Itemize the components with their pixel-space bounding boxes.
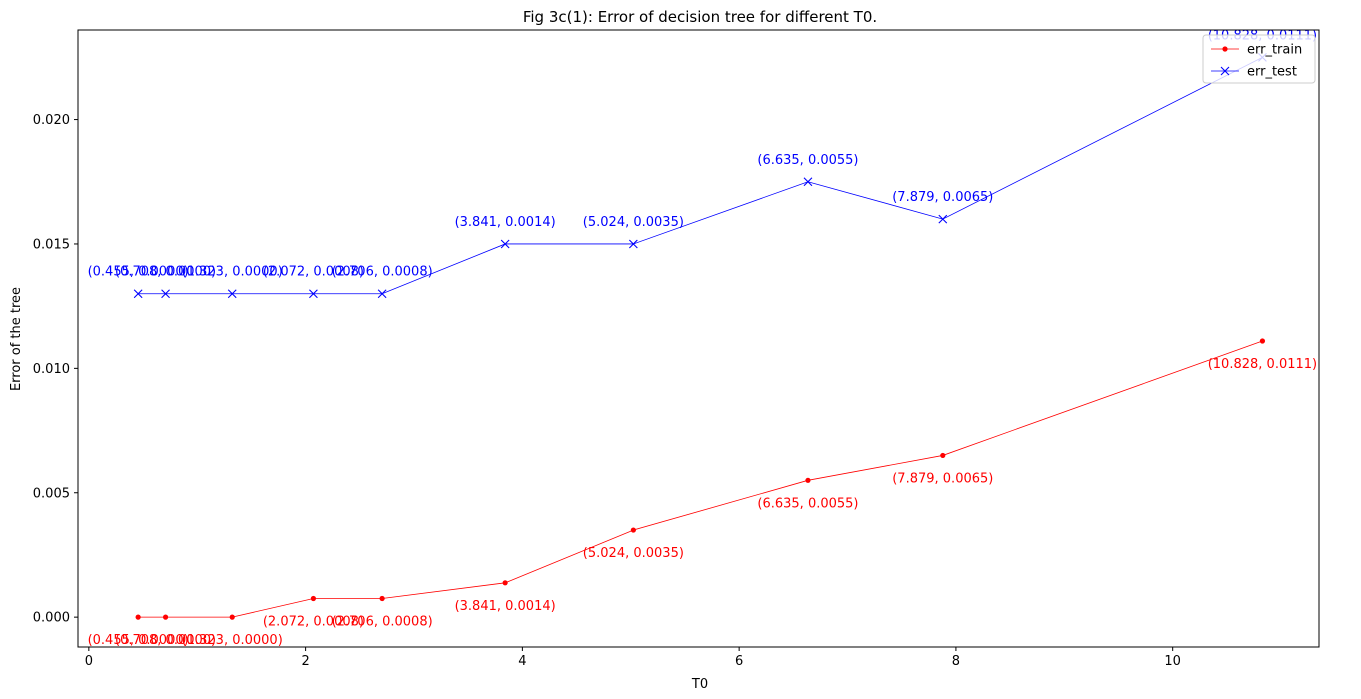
err-train-point [630,527,636,533]
err-train-data-label: (0.708, 0.0000) [115,633,216,648]
err-test-point [803,177,813,187]
err-test-data-label: (6.635, 0.0055) [757,153,858,168]
err-test-data-label: (7.879, 0.0065) [892,190,993,205]
err-train-data-label: (1.323, 0.0000) [182,633,283,648]
err-train-point [310,595,317,602]
x-axis-label: T0 [691,677,708,692]
err-test-data-label: (2.706, 0.0008) [332,265,433,280]
y-tick-label: 0.010 [33,362,70,377]
err-train-data-label: (7.879, 0.0065) [892,471,993,486]
err-train-data-label: (2.072, 0.0008) [263,614,364,629]
err-train-point [805,477,811,483]
err-train-data-label: (6.635, 0.0055) [757,496,858,511]
x-tick-label: 4 [518,654,526,669]
err-train-data-label: (2.706, 0.0008) [332,614,433,629]
plot-frame [77,29,1320,648]
err-train-data-label: (5.024, 0.0035) [583,546,684,561]
err-train-point [162,614,169,620]
err-test-point [938,214,948,224]
x-tick-label: 10 [1164,654,1181,669]
err-train-point [229,614,235,620]
err-test-point [133,289,143,299]
err-train-data-label: (0.455, 0.0000) [88,633,189,648]
err-train-point [940,452,946,459]
err-train-point [502,580,508,586]
err-test-point [161,289,170,299]
err-train-data-label: (3.841, 0.0014) [455,599,556,614]
x-tick-label: 6 [735,654,743,669]
x-tick-label: 8 [952,654,960,669]
y-tick-label: 0.015 [33,237,70,252]
y-tick-label: 0.000 [33,611,70,626]
err-train-point [1259,338,1266,344]
err-test-point [628,239,638,249]
y-tick-label: 0.020 [33,113,70,128]
err-train-data-label: (10.828, 0.0111) [1208,357,1317,372]
err-test-line [138,57,1263,295]
err-train-point [379,595,385,602]
err-test-data-label: (3.841, 0.0014) [455,215,556,230]
err-test-point [500,239,510,249]
err-test-data-label: (2.072, 0.0008) [263,265,364,280]
err-test-data-label: (0.708, 0.0000) [115,265,216,280]
err-test-point [377,289,387,299]
legend-label-err-train: err_train [1247,43,1302,58]
x-tick-label: 0 [85,654,93,669]
y-axis-label: Error of the tree [9,287,24,391]
legend-label-err-test: err_test [1247,65,1297,80]
x-tick-label: 2 [301,654,309,669]
err-test-data-label: (1.323, 0.0000) [182,265,283,280]
err-test-point [227,289,237,299]
chart-title: Fig 3c(1): Error of decision tree for di… [523,8,877,26]
legend: err_train err_test [1202,34,1316,84]
err-test-data-label: (0.455, 0.0000) [88,265,189,280]
err-test-point [309,289,318,299]
err-test-data-label: (5.024, 0.0035) [583,215,684,230]
err-train-line [138,340,1263,618]
y-tick-label: 0.005 [33,486,70,501]
legend-marker-err-test [1220,66,1230,76]
err-train-point [135,614,141,620]
legend-marker-err-train [1222,46,1228,52]
